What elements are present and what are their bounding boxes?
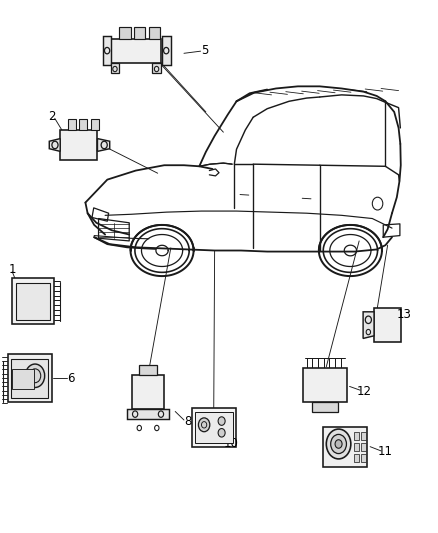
Polygon shape [127, 409, 169, 419]
Text: 13: 13 [396, 308, 411, 321]
Text: 11: 11 [378, 446, 393, 458]
Polygon shape [363, 312, 374, 338]
Text: 6: 6 [67, 372, 75, 385]
Polygon shape [68, 119, 76, 130]
Text: 10: 10 [224, 437, 239, 450]
Polygon shape [11, 359, 48, 398]
Circle shape [218, 417, 225, 425]
Bar [354, 443, 359, 451]
Polygon shape [303, 368, 347, 402]
Polygon shape [312, 402, 338, 411]
Circle shape [25, 364, 45, 387]
Polygon shape [195, 412, 233, 443]
Polygon shape [49, 139, 60, 151]
Polygon shape [102, 36, 111, 65]
Polygon shape [149, 27, 160, 39]
Polygon shape [79, 119, 87, 130]
Polygon shape [134, 27, 145, 39]
Circle shape [331, 434, 346, 454]
Polygon shape [16, 282, 50, 319]
Polygon shape [8, 354, 52, 402]
Text: 2: 2 [48, 110, 56, 123]
Text: 5: 5 [201, 44, 208, 56]
Polygon shape [132, 375, 164, 409]
Polygon shape [192, 408, 236, 447]
Circle shape [335, 440, 342, 448]
Bar [354, 432, 359, 440]
Polygon shape [60, 130, 97, 160]
Text: 12: 12 [357, 385, 372, 398]
Polygon shape [110, 62, 119, 73]
Text: 8: 8 [184, 415, 191, 427]
Circle shape [198, 418, 210, 432]
Polygon shape [152, 62, 161, 73]
Polygon shape [91, 119, 99, 130]
Bar [361, 432, 366, 440]
Bar [354, 454, 359, 462]
Polygon shape [119, 27, 131, 39]
Polygon shape [110, 39, 161, 62]
Polygon shape [85, 90, 401, 245]
Polygon shape [139, 365, 157, 375]
Text: 1: 1 [8, 263, 16, 276]
Polygon shape [12, 369, 34, 389]
Polygon shape [12, 278, 53, 324]
Bar [361, 454, 366, 462]
Circle shape [218, 429, 225, 437]
Bar [361, 443, 366, 451]
Circle shape [326, 429, 351, 459]
Polygon shape [323, 426, 367, 467]
Polygon shape [97, 139, 110, 151]
Polygon shape [374, 308, 401, 342]
Polygon shape [162, 36, 170, 65]
